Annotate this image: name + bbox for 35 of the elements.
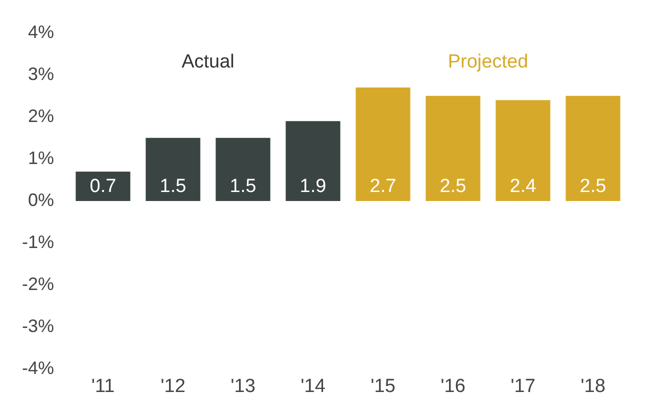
y-tick-label: 3%: [28, 64, 54, 84]
y-tick-label: -1%: [22, 232, 54, 252]
y-tick-label: 1%: [28, 148, 54, 168]
x-tick-label: '13: [230, 376, 256, 397]
bar: [566, 96, 620, 201]
bar: [496, 100, 550, 201]
bar: [356, 87, 410, 201]
text: Actual: [182, 51, 234, 72]
series-label: Projected: [448, 51, 528, 72]
x-tick-label: '17: [510, 376, 536, 397]
bar: [426, 96, 480, 201]
x-tick-label: '18: [580, 376, 606, 397]
bar: [286, 121, 340, 201]
data-label: 1.5: [230, 176, 256, 198]
x-tick-label: '11: [91, 376, 115, 397]
data-label: 2.7: [370, 176, 396, 198]
data-label: 2.5: [440, 176, 466, 198]
y-tick-label: -3%: [22, 316, 54, 336]
y-tick-label: 2%: [28, 106, 54, 126]
x-tick-label: '16: [440, 376, 466, 397]
data-label: 1.5: [160, 176, 186, 198]
data-label: 1.9: [300, 176, 326, 198]
y-tick-label: 0%: [28, 190, 54, 210]
y-tick-label: -2%: [22, 274, 54, 294]
data-label: 0.7: [90, 176, 116, 198]
y-tick-label: -4%: [22, 358, 54, 378]
bar: [216, 138, 270, 201]
data-label: 2.5: [580, 176, 606, 198]
x-tick-label: '15: [370, 376, 396, 397]
x-tick-label: '14: [300, 376, 326, 397]
bar: [146, 138, 200, 201]
y-tick-label: 4%: [28, 22, 54, 42]
bar: [76, 172, 130, 201]
data-label: 2.4: [510, 176, 537, 198]
x-tick-label: '12: [160, 376, 186, 397]
